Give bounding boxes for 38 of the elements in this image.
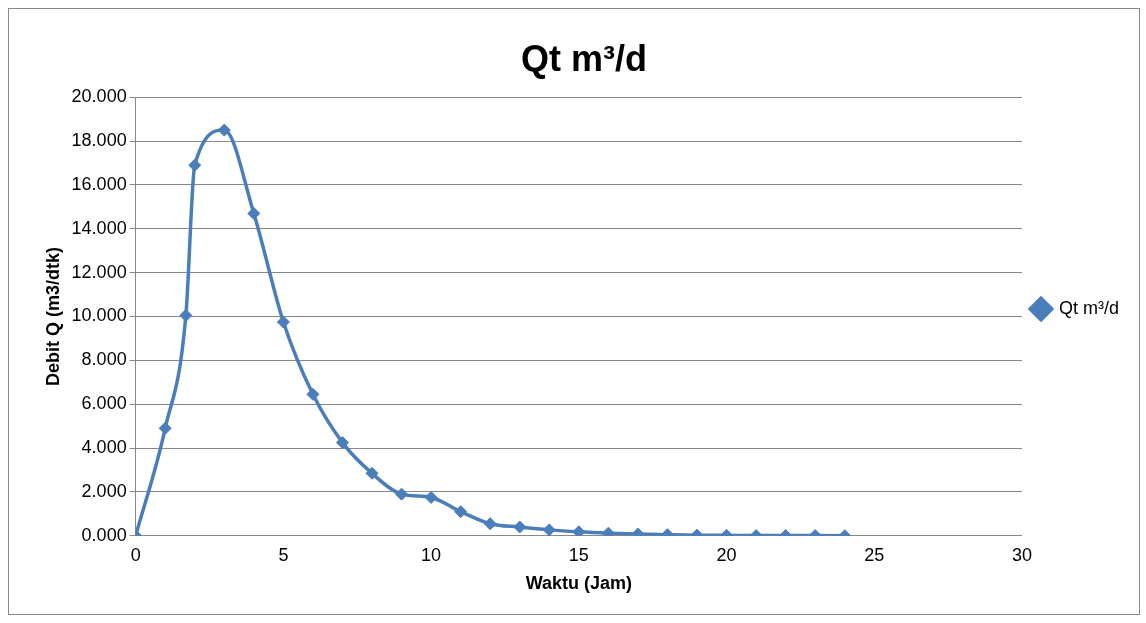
point — [513, 520, 527, 534]
point — [454, 505, 468, 519]
point — [424, 490, 438, 504]
chart-title: Qt m³/d — [521, 37, 647, 79]
y-tick-label: 18.000 — [71, 130, 127, 151]
point — [395, 487, 409, 501]
y-tick-label: 4.000 — [81, 437, 127, 458]
point — [217, 123, 231, 137]
x-tick-label: 0 — [130, 544, 141, 565]
point — [179, 308, 193, 322]
y-tick-label: 8.000 — [81, 349, 127, 370]
legend-label: Qt m³/d — [1059, 297, 1120, 318]
y-tick-label: 12.000 — [71, 261, 127, 282]
x-tick-label: 10 — [421, 544, 442, 565]
point — [483, 517, 497, 531]
y-tick-label: 10.000 — [71, 305, 127, 326]
point — [335, 436, 349, 450]
x-axis-title: Waktu (Jam) — [525, 573, 633, 594]
point — [542, 523, 556, 536]
point — [365, 466, 379, 480]
y-tick-label: 16.000 — [71, 173, 127, 194]
point — [188, 158, 202, 172]
y-tick-label: 2.000 — [81, 480, 127, 501]
y-tick-label: 14.000 — [71, 217, 127, 238]
point — [306, 387, 320, 401]
x-tick-label: 5 — [278, 544, 289, 565]
y-tick-label: 6.000 — [81, 393, 127, 414]
x-tick-label: 25 — [864, 544, 885, 565]
y-tick-label: 0.000 — [81, 524, 127, 545]
point — [572, 525, 586, 536]
point — [276, 315, 290, 329]
y-tick-label: 20.000 — [71, 86, 127, 107]
y-axis-title: Debit Q (m3/dtk) — [42, 246, 63, 387]
x-tick-label: 20 — [716, 544, 737, 565]
point — [158, 421, 172, 435]
x-tick-label: 15 — [568, 544, 589, 565]
x-tick-label: 30 — [1011, 544, 1033, 565]
point — [247, 206, 261, 220]
